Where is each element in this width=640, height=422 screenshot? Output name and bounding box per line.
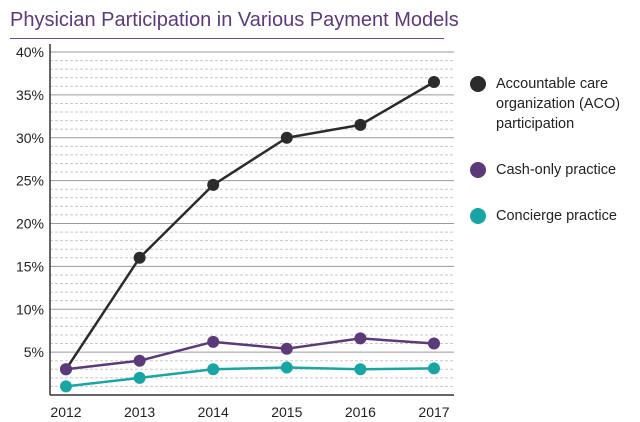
data-point-2-2 (207, 363, 220, 376)
series-lines (64, 80, 435, 388)
legend-item-aco: Accountable care organization (ACO) part… (470, 74, 636, 134)
series-line-1 (65, 337, 435, 371)
legend-marker-aco (470, 76, 486, 92)
data-point-1-2 (207, 335, 220, 348)
legend-item-cash-only: Cash-only practice (470, 160, 636, 180)
data-point-2-3 (280, 361, 293, 374)
y-tick-label: 40% (16, 44, 44, 60)
data-point-1-4 (354, 332, 367, 345)
legend-label-aco: Accountable care organization (ACO) part… (496, 76, 621, 132)
data-point-0-5 (428, 76, 440, 89)
legend: Accountable care organization (ACO) part… (470, 74, 636, 226)
y-tick-label: 10% (16, 301, 44, 317)
x-tick-label: 2014 (198, 404, 229, 420)
data-point-2-0 (60, 380, 72, 393)
x-tick-label: 2012 (50, 404, 81, 420)
data-point-0-3 (280, 131, 293, 144)
data-point-2-5 (428, 362, 440, 375)
x-tick-label: 2013 (124, 404, 155, 420)
y-tick-label: 5% (24, 344, 44, 360)
legend-label-concierge: Concierge practice (496, 208, 617, 224)
legend-marker-cash-only (470, 162, 486, 178)
x-tick-label: 2017 (418, 404, 449, 420)
x-tick-label: 2016 (345, 404, 376, 420)
data-point-1-0 (60, 363, 72, 376)
y-tick-label: 35% (16, 87, 44, 103)
legend-marker-concierge (470, 208, 486, 224)
data-point-1-3 (280, 342, 293, 355)
data-point-0-4 (354, 118, 367, 131)
data-point-0-1 (133, 251, 146, 264)
y-tick-label: 25% (16, 173, 44, 189)
y-tick-label: 15% (16, 258, 44, 274)
series-line-0 (64, 80, 435, 370)
legend-item-concierge: Concierge practice (470, 206, 636, 226)
y-tick-label: 20% (16, 216, 44, 232)
axes (49, 44, 454, 396)
series-points (60, 76, 440, 393)
data-point-2-1 (133, 371, 146, 384)
data-point-0-2 (207, 178, 220, 191)
tick-labels: 5% 10% 15% 20% 25% 30% 35% 40% 2012 2013 2014 2015 2… (16, 44, 450, 420)
x-tick-label: 2015 (271, 404, 302, 420)
series-line-2 (65, 366, 435, 388)
legend-label-cash-only: Cash-only practice (496, 162, 617, 178)
data-point-1-1 (133, 354, 146, 367)
data-point-1-5 (428, 337, 440, 350)
title-underline (10, 38, 444, 39)
grid (50, 51, 454, 387)
data-point-2-4 (354, 363, 367, 376)
y-tick-label: 30% (16, 130, 44, 146)
chart-title: Physician Participation in Various Payme… (10, 9, 459, 31)
